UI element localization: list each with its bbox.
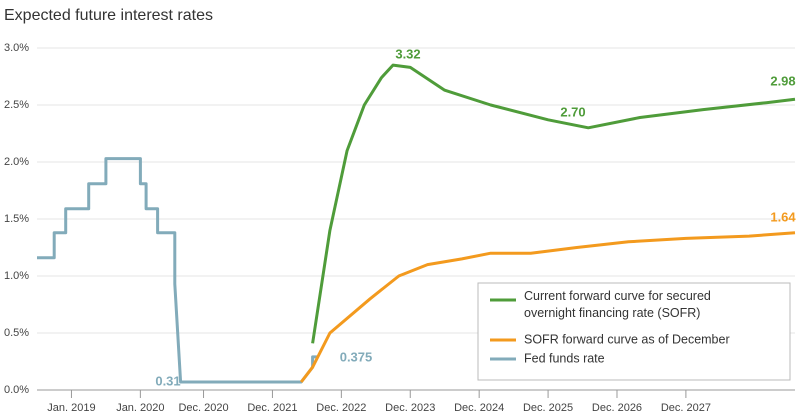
- annotation: 0.375: [340, 349, 373, 364]
- annotation: 1.64: [770, 209, 796, 224]
- annotation: 2.98: [770, 73, 795, 88]
- x-tick-label: Dec. 2023: [385, 402, 435, 414]
- series-line: [300, 231, 796, 383]
- x-tick-label: Dec. 2024: [454, 402, 504, 414]
- y-tick-label: 2.0%: [4, 156, 29, 168]
- legend-label: Current forward curve for secured overnig…: [524, 289, 711, 320]
- series-line: [37, 157, 319, 384]
- x-tick-label: Dec. 2020: [178, 402, 228, 414]
- x-tick-label: Dec. 2025: [523, 402, 573, 414]
- legend-label-line: Current forward curve for secured: [524, 289, 711, 303]
- x-tick-label: Dec. 2021: [247, 402, 297, 414]
- legend-label: Fed funds rate: [524, 351, 605, 365]
- y-tick-label: 0.5%: [4, 327, 29, 339]
- legend-label: SOFR forward curve as of December: [524, 332, 730, 346]
- y-tick-label: 0.0%: [4, 384, 29, 396]
- y-tick-label: 2.5%: [4, 99, 29, 111]
- x-tick-label: Dec. 2027: [661, 402, 711, 414]
- x-tick-label: Dec. 2026: [592, 402, 642, 414]
- chart-title: Expected future interest rates: [4, 7, 213, 24]
- y-tick-label: 3.0%: [4, 42, 29, 54]
- x-tick-label: Dec. 2022: [316, 402, 366, 414]
- annotation: 0.31: [155, 373, 180, 388]
- legend-label-line: overnight financing rate (SOFR): [524, 306, 700, 320]
- series-line: [311, 63, 796, 344]
- annotation: 3.32: [395, 46, 420, 61]
- annotation: 2.70: [560, 104, 585, 119]
- x-tick-label: Jan. 2019: [47, 402, 95, 414]
- legend-box: [477, 282, 791, 381]
- y-tick-label: 1.0%: [4, 270, 29, 282]
- x-tick-label: Jan. 2020: [116, 402, 164, 414]
- y-tick-label: 1.5%: [4, 213, 29, 225]
